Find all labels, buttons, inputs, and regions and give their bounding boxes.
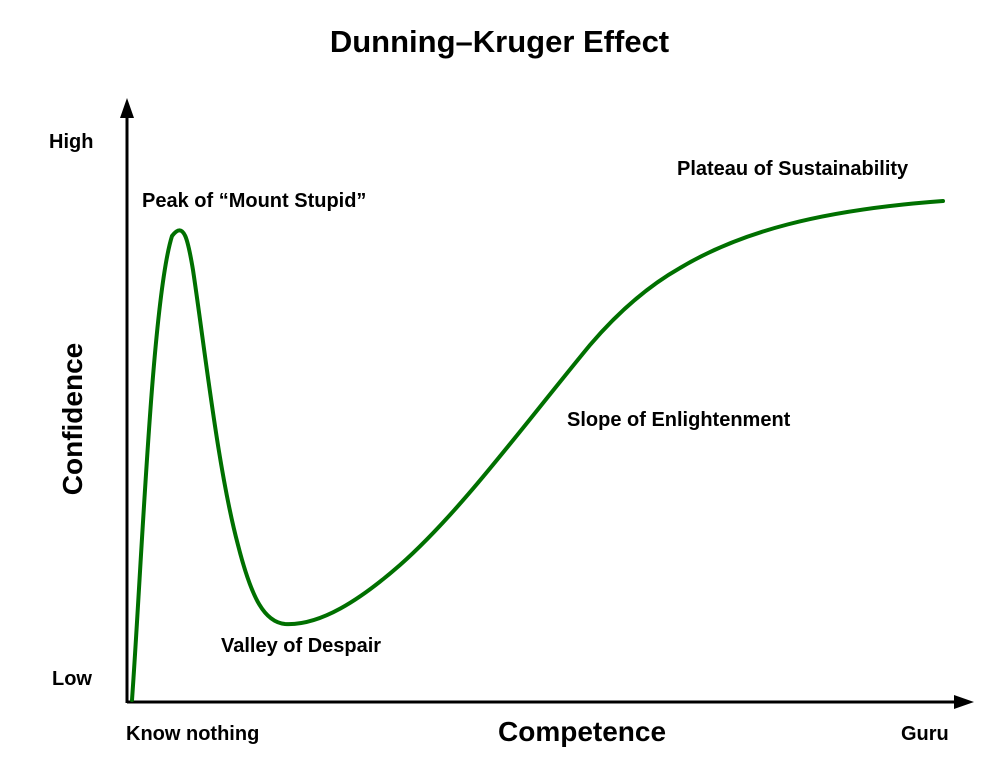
- x-start-label: Know nothing: [126, 723, 260, 745]
- y-low-label: Low: [52, 668, 92, 690]
- valley-label: Valley of Despair: [221, 635, 382, 657]
- dunning-kruger-curve: [130, 199, 945, 702]
- x-axis-title: Competence: [498, 716, 667, 747]
- slope-label: Slope of Enlightenment: [567, 409, 791, 431]
- chart-title: Dunning–Kruger Effect: [329, 24, 670, 59]
- plateau-label: Plateau of Sustainability: [677, 158, 909, 180]
- y-axis: [120, 98, 134, 703]
- y-high-label: High: [49, 131, 94, 153]
- x-end-label: Guru: [901, 723, 949, 745]
- x-axis-arrowhead: [954, 695, 974, 709]
- y-axis-title: Confidence: [57, 342, 88, 496]
- y-axis-arrowhead: [120, 98, 134, 118]
- x-axis: [127, 695, 974, 709]
- peak-label: Peak of “Mount Stupid”: [142, 190, 367, 212]
